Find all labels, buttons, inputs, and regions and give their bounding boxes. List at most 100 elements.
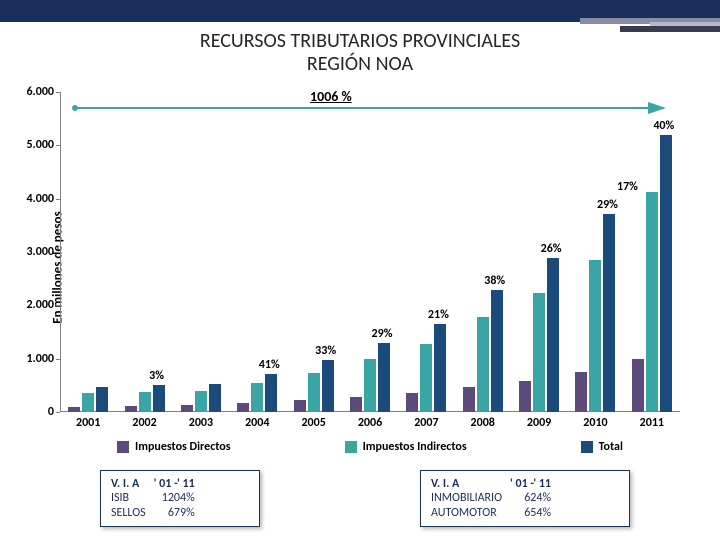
x-tick: 2002 [132, 416, 156, 430]
bar-group [350, 343, 390, 412]
growth-label: 41% [259, 358, 280, 372]
x-tick: 2008 [471, 416, 495, 430]
x-tick: 2006 [358, 416, 382, 430]
x-tick: 2004 [245, 416, 269, 430]
bar [420, 344, 432, 412]
bar [209, 384, 221, 412]
x-tick: 2003 [189, 416, 213, 430]
bar [491, 290, 503, 412]
bar-group [68, 387, 108, 412]
bar [308, 373, 320, 412]
box-row-label: AUTOMOTOR [431, 506, 510, 520]
bar [434, 324, 446, 412]
growth-arrow [72, 96, 672, 120]
x-tick: 2007 [414, 416, 438, 430]
bar [68, 407, 80, 412]
legend-label: Impuestos Indirectos [363, 440, 467, 454]
bar-group [181, 384, 221, 412]
legend-swatch [117, 441, 129, 453]
growth-label: 3% [149, 369, 164, 383]
x-tick: 2005 [301, 416, 325, 430]
legend-swatch [581, 441, 593, 453]
box-row-label: INMOBILIARIO [431, 491, 510, 505]
box-header: V. I. A [111, 477, 154, 491]
box-row-label: SELLOS [111, 506, 154, 520]
bar [364, 359, 376, 412]
via-box-left: V. I. A' 01 -' 11ISIB1204%SELLOS679% [100, 470, 260, 527]
title-line-2: REGIÓN NOA [0, 53, 720, 76]
y-tick: 2.000 [26, 298, 54, 312]
growth-label: 38% [484, 274, 505, 288]
bar [378, 343, 390, 412]
bar [125, 406, 137, 412]
box-row-value: 1204% [154, 491, 203, 505]
box-header: ' 01 -' 11 [154, 477, 203, 491]
box-row-label: ISIB [111, 491, 154, 505]
x-tick: 2011 [640, 416, 664, 430]
x-tick: 2001 [76, 416, 100, 430]
growth-label: 33% [315, 344, 336, 358]
box-row-value: 624% [510, 491, 559, 505]
bar-group [463, 290, 503, 412]
bar [294, 400, 306, 412]
bar [406, 393, 418, 412]
chart-legend: Impuestos Directos Impuestos Indirectos To… [60, 440, 680, 454]
legend-item: Total [581, 440, 623, 454]
bar-group [237, 374, 277, 412]
y-tick: 0 [48, 405, 54, 419]
bar [82, 393, 94, 412]
bar [519, 381, 531, 412]
bar [322, 360, 334, 412]
slide-title: RECURSOS TRIBUTARIOS PROVINCIALES REGIÓN… [0, 30, 720, 76]
bar [181, 405, 193, 412]
bar [195, 391, 207, 412]
bar [265, 374, 277, 412]
bar-group [294, 360, 334, 412]
growth-label: 29% [372, 327, 393, 341]
bar [251, 383, 263, 412]
legend-label: Impuestos Directos [135, 440, 231, 454]
bar [96, 387, 108, 412]
y-tick: 1.000 [26, 352, 54, 366]
bar [547, 258, 559, 412]
bar [660, 135, 672, 412]
box-row-value: 679% [154, 506, 203, 520]
bar [153, 385, 165, 412]
bar [463, 387, 475, 412]
bar-group [406, 324, 446, 412]
bar-group [519, 258, 559, 412]
via-box-right: V. I. A' 01 -' 11INMOBILIARIO624%AUTOMOT… [420, 470, 630, 527]
bar-chart: 01.0002.0003.0004.0005.0006.000 3%41%33%… [60, 92, 680, 412]
growth-label: 40% [653, 119, 674, 133]
bar [139, 392, 151, 412]
bar [603, 214, 615, 412]
legend-item: Impuestos Indirectos [345, 440, 467, 454]
x-tick: 2010 [583, 416, 607, 430]
bar [237, 403, 249, 412]
bar [533, 293, 545, 412]
x-tick: 2009 [527, 416, 551, 430]
bar [350, 397, 362, 412]
bar [646, 192, 658, 412]
bar [589, 260, 601, 412]
bar-group [632, 135, 672, 412]
bar-group [125, 385, 165, 412]
box-row-value: 654% [510, 506, 559, 520]
legend-item: Impuestos Directos [117, 440, 231, 454]
bar [477, 317, 489, 412]
y-axis-line [60, 92, 61, 412]
legend-swatch [345, 441, 357, 453]
box-header: V. I. A [431, 477, 510, 491]
y-tick: 5.000 [26, 138, 54, 152]
bar-group [575, 214, 615, 412]
y-tick: 4.000 [26, 192, 54, 206]
legend-label: Total [599, 440, 623, 454]
growth-label: 29% [597, 198, 618, 212]
growth-span-label: 1006 % [310, 88, 352, 105]
title-line-1: RECURSOS TRIBUTARIOS PROVINCIALES [0, 30, 720, 53]
box-header: ' 01 -' 11 [510, 477, 559, 491]
growth-label: 21% [428, 308, 449, 322]
bar [575, 372, 587, 412]
growth-label: 17% [617, 180, 638, 194]
y-tick: 6.000 [26, 85, 54, 99]
